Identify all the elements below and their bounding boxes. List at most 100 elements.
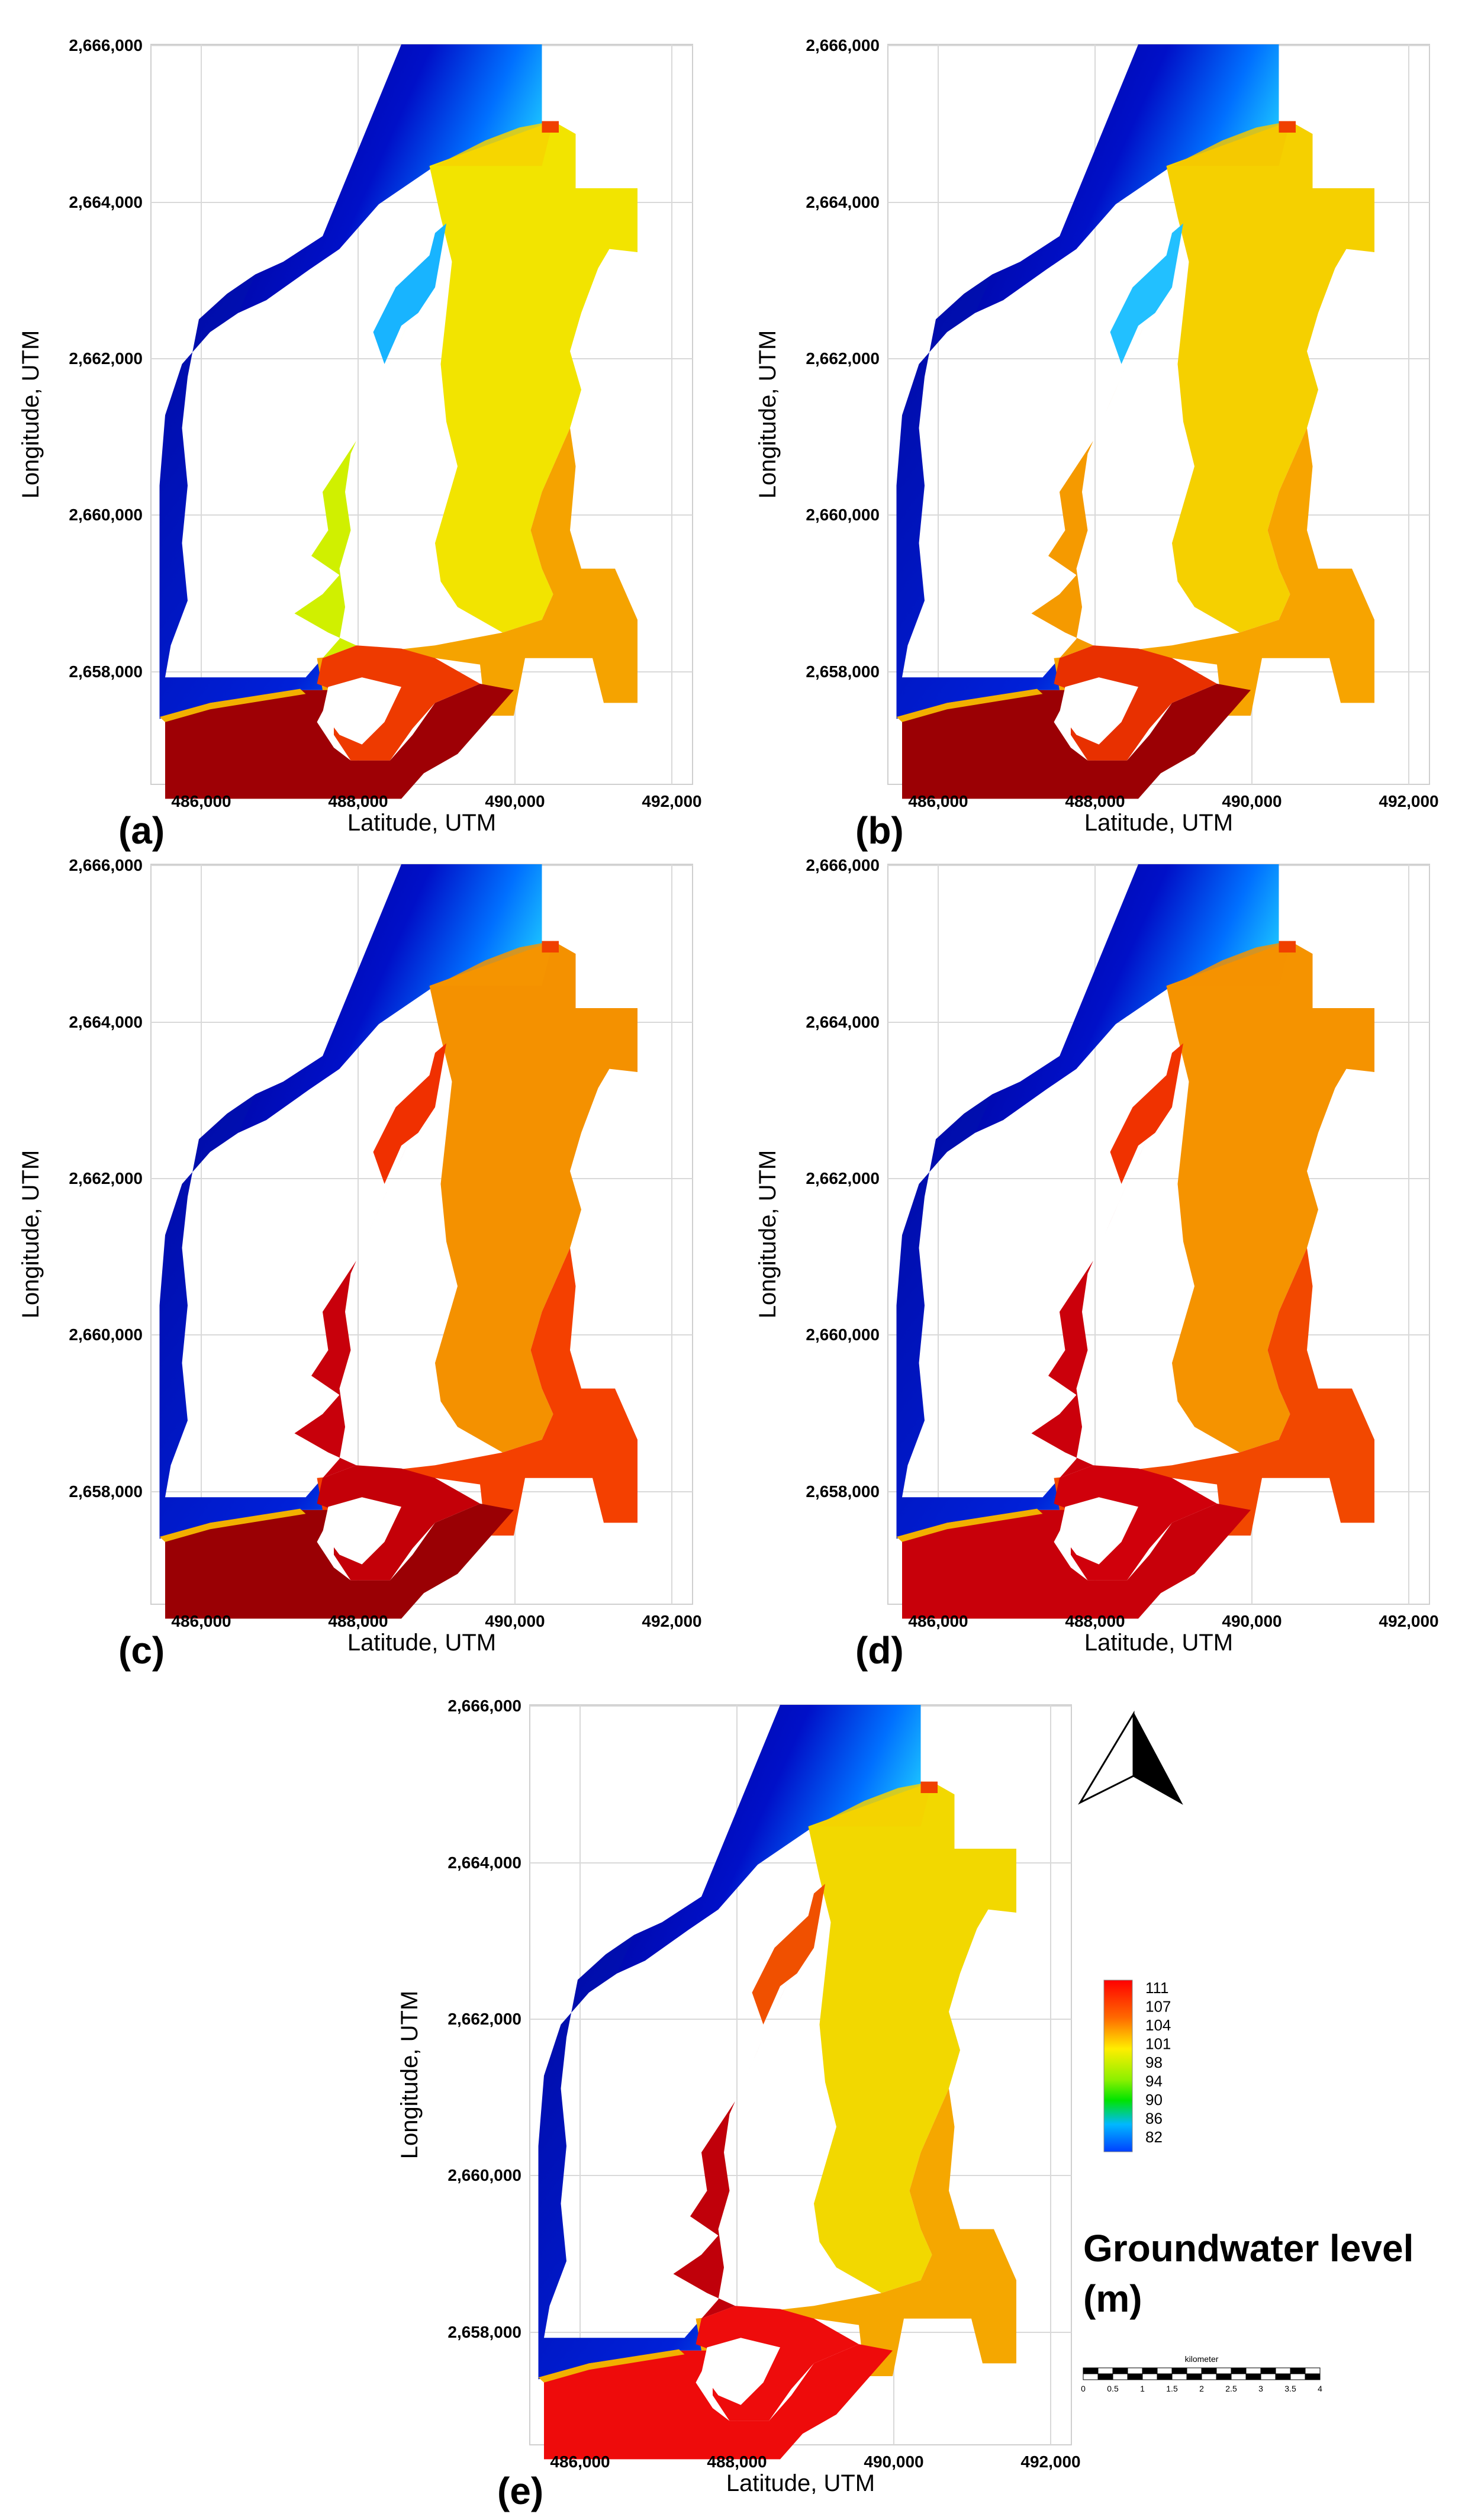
scale-bar-segment bbox=[1097, 2373, 1113, 2380]
scale-bar-tick: 1 bbox=[1140, 2384, 1145, 2393]
north-arrow-icon bbox=[1078, 1710, 1183, 1805]
region-southeast bbox=[1054, 428, 1374, 716]
y-tick-label: 2,662,000 bbox=[69, 349, 143, 368]
y-tick-label: 2,666,000 bbox=[69, 856, 143, 874]
x-tick-label: 488,000 bbox=[1065, 1612, 1125, 1630]
region-west-top bbox=[373, 223, 446, 364]
transition-strip bbox=[159, 688, 306, 722]
x-tick-label: 486,000 bbox=[550, 2453, 610, 2471]
scale-bar-tick: 3 bbox=[1258, 2384, 1263, 2393]
legend-value: 101 bbox=[1145, 2035, 1171, 2053]
north-arrow-right bbox=[1132, 1713, 1183, 1805]
map-panel-b: 2,666,000 2,664,000 2,662,000 2,660,000 2,65… bbox=[755, 36, 1439, 852]
scale-bar-tick: 4 bbox=[1318, 2384, 1322, 2393]
scale-bar-tick: 2 bbox=[1199, 2384, 1204, 2393]
scale-bar-segment bbox=[1112, 2367, 1128, 2374]
legend-value: 107 bbox=[1145, 1998, 1171, 2016]
region-west-top bbox=[1110, 1043, 1183, 1184]
region-west-top bbox=[373, 1043, 446, 1184]
region-northeast-blue bbox=[238, 44, 542, 313]
scale-bar-tick: 3.5 bbox=[1284, 2384, 1296, 2393]
aquifer-map bbox=[159, 44, 637, 799]
y-tick-label: 2,660,000 bbox=[806, 506, 880, 524]
y-tick-label: 2,660,000 bbox=[69, 506, 143, 524]
map-hole bbox=[1121, 226, 1161, 275]
x-axis-label: Latitude, UTM bbox=[726, 2470, 875, 2496]
region-south bbox=[165, 1504, 514, 1619]
scale-bar-segment bbox=[1097, 2367, 1113, 2374]
region-southeast bbox=[1054, 1248, 1374, 1536]
scale-bar-segment bbox=[1201, 2373, 1217, 2380]
panel-label: (b) bbox=[855, 809, 904, 852]
scale-bar-segment bbox=[1171, 2373, 1187, 2380]
legend-value: 94 bbox=[1145, 2072, 1163, 2090]
scale-bar-segment bbox=[1260, 2367, 1276, 2374]
legend-value: 86 bbox=[1145, 2110, 1163, 2128]
north-arrow-left bbox=[1078, 1710, 1135, 1805]
region-southeast bbox=[696, 2088, 1016, 2376]
scale-bar-segment bbox=[1231, 2367, 1247, 2374]
scale-bar-segment bbox=[1127, 2373, 1143, 2380]
x-axis-label: Latitude, UTM bbox=[347, 1630, 496, 1656]
scale-bar-segment bbox=[1112, 2373, 1128, 2380]
region-northeast-blue bbox=[617, 1705, 921, 1974]
map-hole bbox=[1121, 1046, 1161, 1095]
y-tick-label: 2,664,000 bbox=[69, 1013, 143, 1031]
scale-bar-segment bbox=[1171, 2367, 1187, 2374]
x-tick-label: 486,000 bbox=[171, 1612, 231, 1630]
x-tick-label: 488,000 bbox=[328, 792, 388, 810]
map-hole bbox=[323, 677, 401, 745]
panel-label: (c) bbox=[118, 1629, 165, 1672]
y-tick-label: 2,658,000 bbox=[69, 662, 143, 681]
panel-label: (d) bbox=[855, 1629, 904, 1672]
region-northeast-blue bbox=[975, 864, 1279, 1133]
y-tick-label: 2,660,000 bbox=[69, 1325, 143, 1344]
region-northeast-blue bbox=[238, 864, 542, 1133]
map-hole bbox=[323, 1497, 401, 1565]
x-tick-label: 492,000 bbox=[1379, 1612, 1438, 1630]
scale-bar-tick: 0 bbox=[1081, 2384, 1086, 2393]
region-east bbox=[429, 121, 637, 633]
scale-bar-segment bbox=[1142, 2373, 1158, 2380]
region-south bbox=[544, 2344, 893, 2460]
region-east bbox=[808, 1781, 1016, 2293]
scale-bar-segment bbox=[1186, 2373, 1202, 2380]
aquifer-map bbox=[896, 864, 1374, 1619]
legend-title: Groundwater level bbox=[1083, 2227, 1414, 2270]
x-tick-label: 490,000 bbox=[1222, 1612, 1282, 1630]
hot-corner bbox=[1279, 121, 1296, 133]
y-axis-label: Longitude, UTM bbox=[755, 330, 781, 499]
scale-bar-segment bbox=[1157, 2367, 1173, 2374]
hot-corner bbox=[920, 1781, 938, 1794]
x-tick-label: 490,000 bbox=[1222, 792, 1282, 810]
region-east bbox=[1166, 121, 1374, 633]
map-panel-d: 2,666,000 2,664,000 2,662,000 2,660,000 2,65… bbox=[755, 856, 1439, 1672]
x-tick-label: 492,000 bbox=[642, 1612, 701, 1630]
scale-bar-segment bbox=[1157, 2373, 1173, 2380]
region-northeast-blue bbox=[975, 44, 1279, 313]
scale-bar-units: kilometer bbox=[1185, 2354, 1219, 2364]
region-east bbox=[1166, 941, 1374, 1453]
scale-bar-segment bbox=[1083, 2367, 1099, 2374]
x-tick-label: 486,000 bbox=[171, 792, 231, 810]
panel-label: (e) bbox=[497, 2470, 543, 2512]
transition-strip bbox=[538, 2349, 685, 2383]
y-tick-label: 2,662,000 bbox=[69, 1169, 143, 1187]
x-tick-label: 492,000 bbox=[642, 792, 701, 810]
x-tick-label: 488,000 bbox=[707, 2453, 767, 2471]
y-tick-label: 2,664,000 bbox=[806, 1013, 880, 1031]
region-northeast-corner bbox=[1172, 941, 1290, 986]
y-tick-label: 2,658,000 bbox=[69, 1482, 143, 1501]
hot-corner bbox=[542, 121, 559, 133]
map-hole bbox=[1060, 1497, 1138, 1565]
scale-bar-segment bbox=[1216, 2367, 1232, 2374]
scale-bar-segment bbox=[1245, 2373, 1261, 2380]
transition-strip bbox=[896, 1508, 1043, 1542]
x-tick-label: 490,000 bbox=[485, 1612, 545, 1630]
y-tick-label: 2,662,000 bbox=[447, 2010, 521, 2028]
scale-bar-segment bbox=[1083, 2373, 1099, 2380]
y-axis-label: Longitude, UTM bbox=[18, 330, 44, 499]
scale-bar-segment bbox=[1127, 2367, 1143, 2374]
transition-strip bbox=[159, 1508, 306, 1542]
